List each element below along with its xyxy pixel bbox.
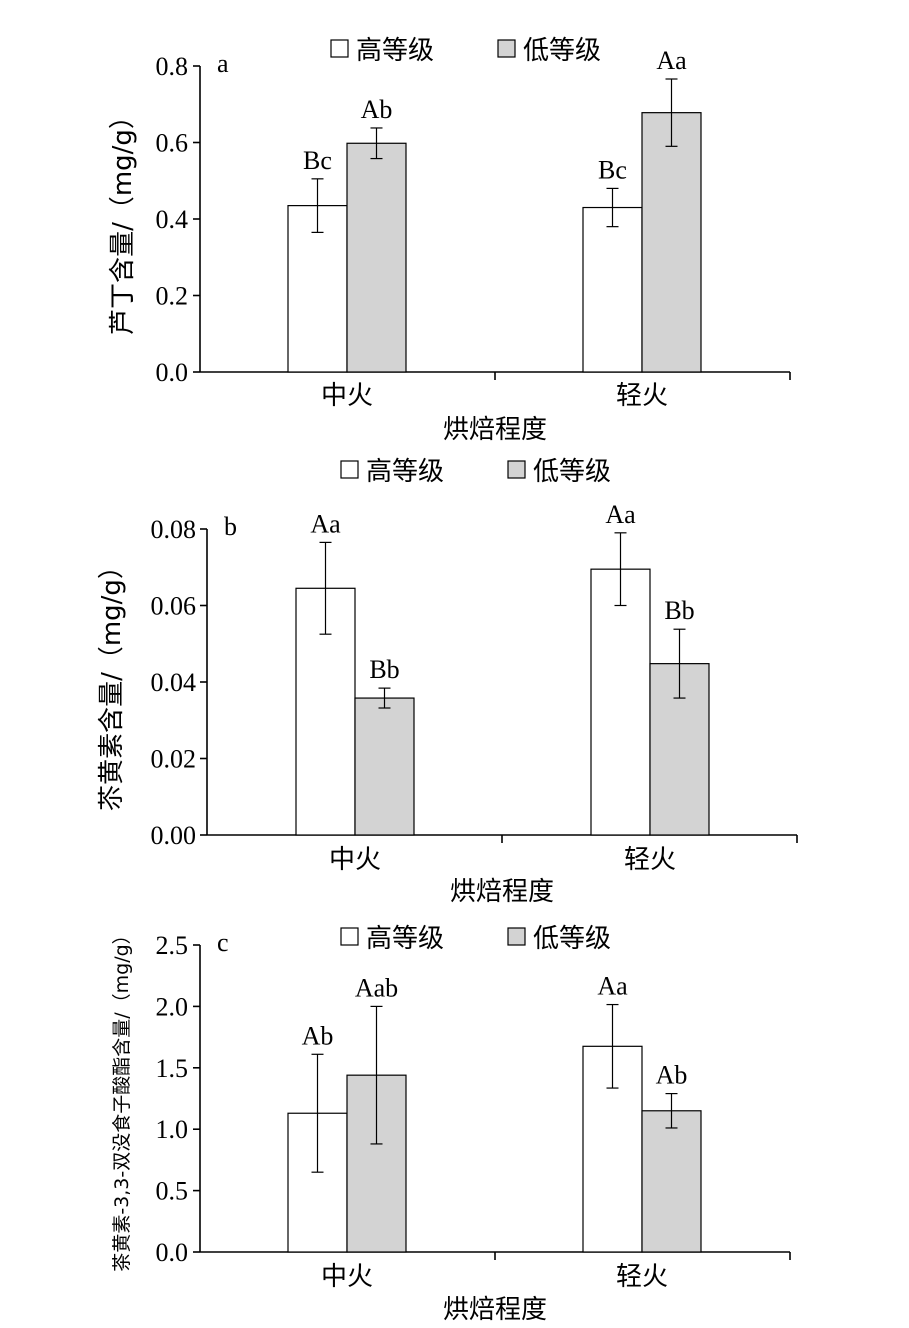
bar-low	[346, 142, 407, 373]
category-label: 轻火	[616, 381, 668, 411]
legend-label: 低等级	[523, 36, 601, 66]
significance-label: Aab	[355, 973, 398, 1002]
y-tick-label: 0.0	[156, 358, 189, 387]
legend-label: 低等级	[533, 924, 611, 954]
legend-label: 高等级	[356, 36, 434, 66]
significance-label: Aa	[605, 500, 636, 529]
y-tick-label: 0.2	[156, 282, 189, 311]
panel-letter: c	[217, 928, 229, 957]
bar-high	[582, 206, 643, 373]
legend-swatch-high	[330, 39, 349, 58]
y-tick-label: 0.6	[156, 129, 189, 158]
legend-swatch-low	[507, 460, 526, 479]
legend-label: 高等级	[366, 924, 444, 954]
category-label: 中火	[329, 845, 381, 875]
y-tick-label: 1.0	[156, 1115, 189, 1144]
y-axis-title: 茶黄素-3,3-双没食子酸酯含量/（mg/g）	[111, 925, 133, 1271]
significance-label: Aa	[656, 46, 687, 75]
panel-letter: b	[224, 512, 237, 541]
y-tick-label: 0.06	[151, 592, 197, 621]
significance-label: Aa	[310, 509, 341, 538]
y-tick-label: 0.02	[151, 745, 197, 774]
y-tick-label: 0.08	[151, 515, 197, 544]
y-tick-label: 1.5	[156, 1054, 189, 1083]
legend-swatch-low	[507, 927, 526, 946]
y-tick-label: 2.0	[156, 992, 189, 1021]
y-tick-label: 2.5	[156, 931, 189, 960]
significance-label: Bc	[303, 146, 332, 175]
x-axis-title: 烘焙程度	[443, 1295, 547, 1325]
legend-swatch-high	[340, 460, 359, 479]
category-label: 轻火	[616, 1262, 668, 1292]
x-axis-title: 烘焙程度	[443, 415, 547, 445]
category-label: 轻火	[624, 845, 676, 875]
y-tick-label: 0.5	[156, 1177, 189, 1206]
x-axis-title: 烘焙程度	[450, 877, 554, 907]
bar-high	[590, 568, 651, 836]
y-tick-label: 0.4	[156, 205, 189, 234]
category-label: 中火	[321, 1262, 373, 1292]
y-axis-title: 苶黄素含量/（mg/g）	[97, 553, 127, 811]
significance-label: Ab	[656, 1061, 688, 1090]
category-label: 中火	[321, 381, 373, 411]
y-tick-label: 0.8	[156, 52, 189, 81]
legend-swatch-low	[497, 39, 516, 58]
y-tick-label: 0.0	[156, 1238, 189, 1267]
panel-letter: a	[217, 49, 229, 78]
significance-label: Bc	[598, 155, 627, 184]
legend-label: 高等级	[366, 457, 444, 487]
significance-label: Bb	[369, 655, 399, 684]
bar-low	[641, 112, 702, 373]
y-axis-title: 芦丁含量/（mg/g）	[108, 103, 138, 335]
legend-label: 低等级	[533, 457, 611, 487]
bar-low	[641, 1110, 702, 1253]
y-tick-label: 0.00	[151, 821, 197, 850]
legend-swatch-high	[340, 927, 359, 946]
y-tick-label: 0.04	[151, 668, 197, 697]
significance-label: Aa	[597, 972, 628, 1001]
significance-label: Ab	[302, 1021, 334, 1050]
significance-label: Bb	[664, 596, 694, 625]
bar-low	[354, 697, 415, 836]
significance-label: Ab	[361, 95, 393, 124]
